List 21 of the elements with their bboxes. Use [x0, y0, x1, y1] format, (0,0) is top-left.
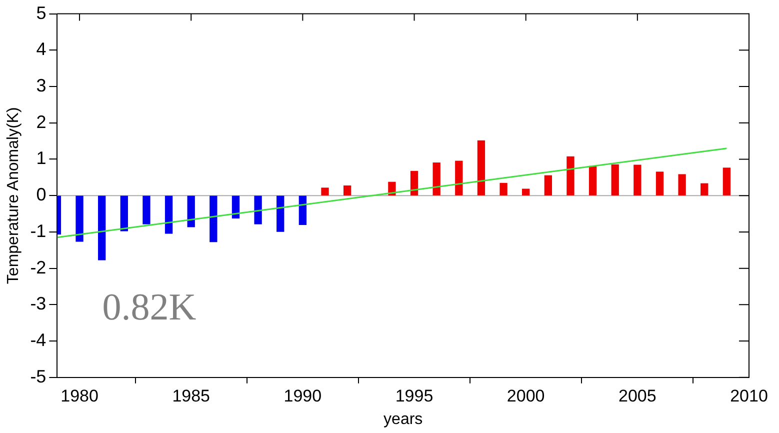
x-tick-label: 1985	[172, 386, 210, 406]
y-tick-label: -4	[30, 330, 46, 350]
y-tick-label: -5	[30, 366, 46, 386]
x-tick-label: 1990	[284, 386, 322, 406]
x-tick-label: 2000	[506, 386, 545, 406]
y-tick-label: 5	[36, 2, 46, 23]
y-axis-title: Temperature Anomaly(K)	[5, 107, 22, 284]
y-tick-label: 3	[36, 75, 46, 96]
x-axis-title: years	[384, 410, 423, 428]
y-tick-label: 2	[36, 112, 46, 132]
y-tick-label: 4	[36, 39, 46, 60]
x-tick-label: 2005	[618, 386, 656, 406]
y-tick-label: -1	[30, 220, 46, 241]
y-tick-label: 0	[36, 184, 46, 205]
annotation: 0.82K	[102, 286, 197, 328]
y-tick-label: 1	[36, 148, 46, 168]
x-tick-label: 1980	[60, 386, 98, 406]
y-tick-label: -3	[30, 294, 46, 314]
x-tick-label: 1995	[395, 386, 434, 406]
x-tick-label: 2010	[730, 386, 768, 406]
y-tick-label: -2	[30, 257, 46, 278]
